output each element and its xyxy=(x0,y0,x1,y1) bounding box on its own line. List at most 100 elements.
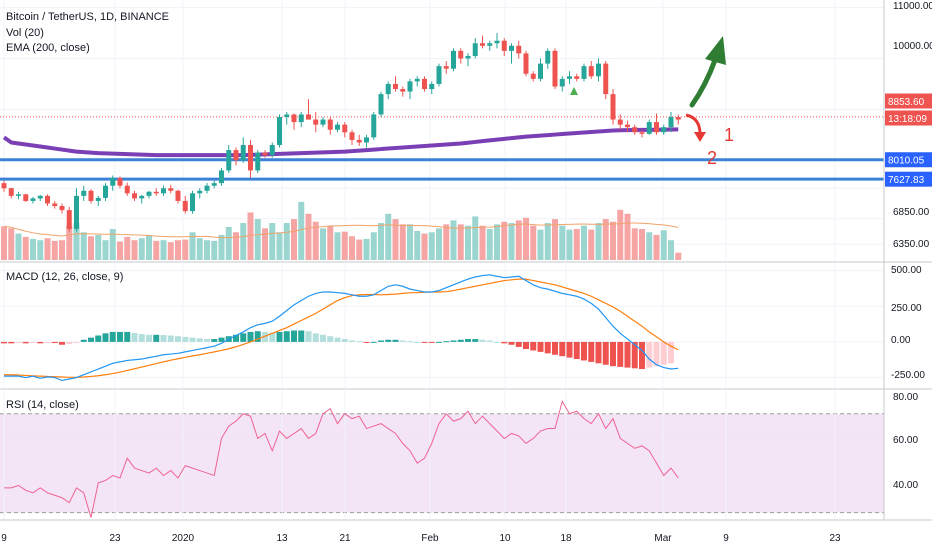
candle xyxy=(436,63,442,87)
volume-bar xyxy=(668,240,674,260)
candle xyxy=(465,53,471,67)
volume-bar xyxy=(588,229,595,260)
macd-histogram-bar xyxy=(276,331,283,342)
candle-body xyxy=(88,190,94,201)
candle xyxy=(480,35,485,49)
candle-body xyxy=(407,81,413,92)
candle xyxy=(284,111,290,125)
candle-body xyxy=(668,117,674,128)
volume-bar xyxy=(298,201,305,260)
candle-body xyxy=(1,183,7,189)
macd-histogram-bar xyxy=(421,341,428,343)
volume-bar xyxy=(465,225,471,260)
candle-body xyxy=(306,114,311,120)
candle xyxy=(646,119,652,135)
macd-histogram-bar xyxy=(30,341,36,343)
chart-title: Bitcoin / TetherUS, 1D, BINANCE xyxy=(6,11,169,23)
volume-bar xyxy=(392,219,399,260)
candle xyxy=(168,184,174,194)
candle xyxy=(327,117,333,135)
macd-axis-tick: 0.00 xyxy=(891,335,911,346)
macd-histogram-bar xyxy=(88,337,94,342)
macd-histogram-bar xyxy=(146,334,152,342)
macd-histogram-bar xyxy=(530,341,537,351)
volume-bar xyxy=(80,232,87,260)
macd-histogram-bar xyxy=(204,339,210,342)
macd-histogram-bar xyxy=(494,341,500,343)
candle-body xyxy=(378,94,384,115)
volume-bar xyxy=(472,216,479,260)
macd-histogram-bar xyxy=(349,340,355,342)
volume-bar xyxy=(262,228,268,260)
macd-histogram-bar xyxy=(218,337,225,342)
candle-body xyxy=(132,193,137,199)
candle xyxy=(182,195,188,214)
volume-bar xyxy=(196,238,203,260)
candle-body xyxy=(342,124,348,133)
candle-body xyxy=(139,195,145,199)
candle-body xyxy=(153,191,159,194)
macd-histogram-bar xyxy=(508,341,515,345)
macd-histogram-bar xyxy=(646,341,653,368)
macd-histogram-bar xyxy=(559,341,566,357)
volume-bar xyxy=(182,239,189,260)
macd-histogram-bar xyxy=(305,331,312,342)
macd-histogram-bar xyxy=(428,341,435,343)
candle-body xyxy=(567,76,572,79)
volume-bar xyxy=(88,236,94,260)
volume-bar xyxy=(610,221,616,260)
volume-bar xyxy=(37,240,44,260)
volume-bar xyxy=(537,229,544,260)
volume-bar xyxy=(117,241,123,260)
candle-body xyxy=(436,66,442,84)
arrow-1-label: 1 xyxy=(724,125,734,145)
volume-bar xyxy=(66,225,73,260)
candle xyxy=(516,40,522,59)
volume-bar xyxy=(501,221,508,260)
rsi-pane: RSI (14, close) xyxy=(0,389,884,520)
candle xyxy=(494,33,500,49)
macd-histogram-bar xyxy=(15,341,22,344)
macd-histogram-bar xyxy=(414,341,421,343)
candle xyxy=(371,111,377,140)
candle-body xyxy=(110,178,116,186)
volume-bar xyxy=(254,219,261,260)
candle-body xyxy=(219,170,224,184)
candle-body xyxy=(393,83,398,90)
candle xyxy=(451,48,456,72)
candle xyxy=(103,183,108,201)
candle-body xyxy=(610,94,616,120)
time-axis[interactable]: 9 23 2020 13 21 Feb 10 18 Mar 9 23 xyxy=(0,519,932,544)
macd-histogram-bar xyxy=(399,340,406,342)
candle xyxy=(429,81,435,95)
candle xyxy=(161,185,166,196)
macd-histogram-bar xyxy=(443,341,450,343)
time-axis-tick: Feb xyxy=(421,533,439,544)
volume-bar xyxy=(175,240,181,260)
volume-label: Vol (20) xyxy=(6,27,44,39)
volume-bar xyxy=(146,234,152,260)
candle xyxy=(306,99,311,120)
volume-bar xyxy=(30,238,36,260)
volume-bar xyxy=(421,233,428,260)
volume-bar xyxy=(124,236,131,260)
volume-bar xyxy=(544,223,551,260)
candle-body xyxy=(451,50,456,69)
candle-body xyxy=(480,43,485,46)
volume-bar xyxy=(559,225,566,260)
price-axis[interactable]: 11000.0010000.007450.006850.006350.00500… xyxy=(883,0,932,520)
candle xyxy=(349,129,355,145)
candle xyxy=(45,194,50,207)
macd-histogram-bar xyxy=(109,331,116,342)
macd-histogram-bar xyxy=(95,335,102,342)
volume-bar xyxy=(8,228,15,260)
candle-body xyxy=(617,119,623,125)
candle xyxy=(378,91,384,118)
candles xyxy=(1,33,681,232)
time-axis-tick: 23 xyxy=(829,533,841,544)
candle xyxy=(1,180,7,192)
volume-bar xyxy=(320,228,326,260)
volume-bar xyxy=(160,240,167,260)
macd-pane: MACD (12, 26, close, 9) xyxy=(0,262,884,389)
